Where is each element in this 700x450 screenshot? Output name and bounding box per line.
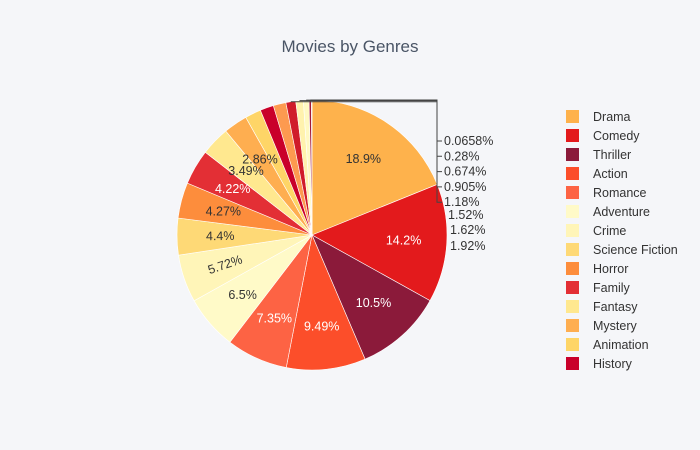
legend-item[interactable]: Thriller xyxy=(566,148,631,162)
legend-swatch xyxy=(566,224,579,237)
legend-swatch xyxy=(566,243,579,256)
pie-slice xyxy=(311,234,431,360)
slice-value-label: 9.49% xyxy=(304,319,339,333)
slice-value-label: 0.674% xyxy=(444,165,486,179)
legend-label: Family xyxy=(593,281,631,295)
chart-title: Movies by Genres xyxy=(282,37,419,56)
legend-swatch xyxy=(566,186,579,199)
slice-value-label: 18.9% xyxy=(346,152,381,166)
legend-item[interactable]: History xyxy=(566,357,633,371)
label-leader-line xyxy=(290,101,442,203)
pie-slices xyxy=(176,99,448,371)
legend-item[interactable]: Mystery xyxy=(566,319,638,333)
pie-slice xyxy=(285,233,366,371)
legend-label: Comedy xyxy=(593,129,640,143)
legend-swatch xyxy=(566,110,579,123)
legend-swatch xyxy=(566,167,579,180)
legend-item[interactable]: Comedy xyxy=(566,129,640,143)
legend-item[interactable]: Crime xyxy=(566,224,626,238)
legend-label: Action xyxy=(593,167,628,181)
legend-label: Thriller xyxy=(593,148,631,162)
legend-label: Animation xyxy=(593,338,649,352)
legend: Drama Comedy Thriller Action Romance Adventur… xyxy=(566,110,678,371)
slice-value-label: 14.2% xyxy=(386,234,421,248)
legend-swatch xyxy=(566,205,579,218)
legend-swatch xyxy=(566,148,579,161)
legend-item[interactable]: Science Fiction xyxy=(566,243,678,257)
slice-value-label: 7.35% xyxy=(257,312,292,326)
pie-slice xyxy=(311,184,448,302)
legend-item[interactable]: Action xyxy=(566,167,628,181)
legend-label: Science Fiction xyxy=(593,243,678,257)
legend-label: Drama xyxy=(593,110,631,124)
legend-label: Mystery xyxy=(593,319,638,333)
legend-swatch xyxy=(566,281,579,294)
legend-item[interactable]: Horror xyxy=(566,262,628,276)
slice-value-label: 6.5% xyxy=(228,288,257,302)
legend-swatch xyxy=(566,338,579,351)
pie-inside-labels: 18.9%14.2%10.5%9.49%7.35%6.5%5.72%4.4%4.… xyxy=(206,152,422,333)
legend-swatch xyxy=(566,262,579,275)
legend-label: Horror xyxy=(593,262,628,276)
legend-label: Crime xyxy=(593,224,626,238)
pie-outside-labels: 0.0658%0.28% 0.674%0.905%1.18%1.52%1.62% 1… xyxy=(290,99,493,253)
legend-item[interactable]: Fantasy xyxy=(566,300,638,314)
legend-swatch xyxy=(566,319,579,332)
slice-value-label: 4.27% xyxy=(206,204,241,218)
slice-value-label: 4.22% xyxy=(215,182,250,196)
legend-item[interactable]: Animation xyxy=(566,338,649,352)
legend-label: Romance xyxy=(593,186,647,200)
slice-value-label: 3.49% xyxy=(228,164,263,178)
slice-value-label: 10.5% xyxy=(356,296,391,310)
slice-value-label: 0.0658% xyxy=(444,134,493,148)
slice-value-label: 1.62% xyxy=(450,223,485,237)
slice-value-label: 1.92% xyxy=(450,239,485,253)
slice-value-label: 1.18% xyxy=(444,195,479,209)
legend-item[interactable]: Family xyxy=(566,281,631,295)
legend-label: Adventure xyxy=(593,205,650,219)
legend-label: Fantasy xyxy=(593,300,638,314)
slice-value-label: 0.905% xyxy=(444,180,486,194)
slice-value-label: 4.4% xyxy=(206,229,235,243)
legend-swatch xyxy=(566,300,579,313)
legend-item[interactable]: Adventure xyxy=(566,205,650,219)
legend-swatch xyxy=(566,129,579,142)
slice-value-label: 0.28% xyxy=(444,149,479,163)
legend-item[interactable]: Drama xyxy=(566,110,631,124)
slice-value-label: 2.86% xyxy=(242,152,277,166)
legend-label: History xyxy=(593,357,633,371)
legend-item[interactable]: Romance xyxy=(566,186,647,200)
slice-value-label: 1.52% xyxy=(448,208,483,222)
legend-swatch xyxy=(566,357,579,370)
